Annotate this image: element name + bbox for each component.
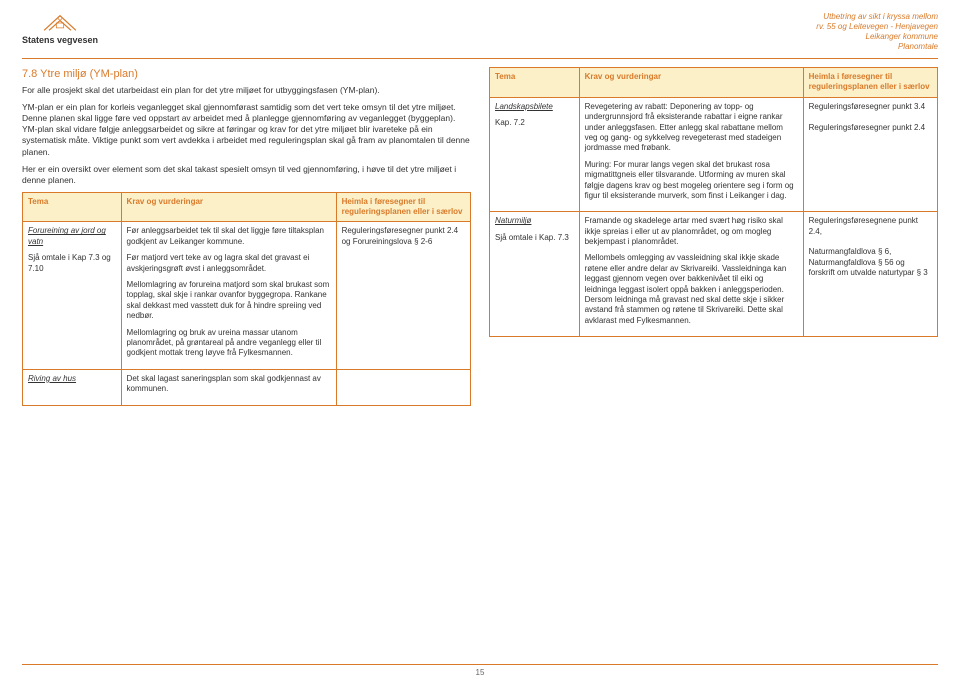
th-tema: Tema <box>23 192 122 222</box>
krav-p: Før matjord vert teke av og lagra skal d… <box>127 253 331 274</box>
document-meta: Utbetring av sikt i kryssa mellom rv. 55… <box>816 12 938 52</box>
cell-tema: Forureining av jord og vatn Sjå omtale i… <box>23 222 122 369</box>
intro-text: For alle prosjekt skal det utarbeidast e… <box>22 85 471 185</box>
footer-rule <box>22 664 938 665</box>
intro-p1: For alle prosjekt skal det utarbeidast e… <box>22 85 471 96</box>
krav-p: Det skal lagast saneringsplan som skal g… <box>127 374 331 395</box>
meta-line: Leikanger kommune <box>816 32 938 42</box>
cell-tema: Landskaps­bilete Kap. 7.2 <box>490 97 580 212</box>
cell-heimla: Reguleringsføresegnene punkt 2.4, Naturm… <box>803 212 937 337</box>
cell-tema: Naturmiljø Sjå omtale i Kap. 7.3 <box>490 212 580 337</box>
brand-name: Statens vegvesen <box>22 35 98 47</box>
right-table: Tema Krav og vurderingar Heimla i førese… <box>489 67 938 337</box>
krav-p: Framande og skadelege artar med svært hø… <box>585 216 798 247</box>
tema-sub: Sjå omtale i Kap 7.3 og 7.10 <box>28 253 116 274</box>
krav-p: Mellomlagring og bruk av ureina massar u… <box>127 328 331 359</box>
tema-label: Riving av hus <box>28 374 76 383</box>
content-columns: 7.8 Ytre miljø (YM-plan) For alle prosje… <box>22 67 938 406</box>
th-krav: Krav og vurderingar <box>121 192 336 222</box>
cell-krav: Det skal lagast saneringsplan som skal g… <box>121 369 336 405</box>
cell-krav: Før anleggsarbeidet tek til skal det lig… <box>121 222 336 369</box>
page-container: Statens vegvesen Utbetring av sikt i kry… <box>0 0 960 414</box>
tema-label: Landskaps­bilete <box>495 102 553 111</box>
tema-label: Forureining av jord og vatn <box>28 226 106 245</box>
meta-line: rv. 55 og Leitevegen - Henjavegen <box>816 22 938 32</box>
th-heimla: Heimla i føresegner til reguleringsplane… <box>336 192 470 222</box>
tema-sub: Kap. 7.2 <box>495 118 574 128</box>
krav-p: Revegetering av rabatt: Deponering av to… <box>585 102 798 154</box>
header-rule <box>22 58 938 59</box>
krav-p: Muring: For murar langs vegen skal det b… <box>585 160 798 202</box>
cell-heimla <box>336 369 470 405</box>
table-row: Landskaps­bilete Kap. 7.2 Revegetering a… <box>490 97 938 212</box>
table-row: Naturmiljø Sjå omtale i Kap. 7.3 Framand… <box>490 212 938 337</box>
left-column: 7.8 Ytre miljø (YM-plan) For alle prosje… <box>22 67 471 406</box>
krav-p: Før anleggsarbeidet tek til skal det lig… <box>127 226 331 247</box>
cell-heimla: Reguleringsføresegner punkt 2.4 og Forur… <box>336 222 470 369</box>
right-column: Tema Krav og vurderingar Heimla i førese… <box>489 67 938 406</box>
table-row: Forureining av jord og vatn Sjå omtale i… <box>23 222 471 369</box>
table-row: Riving av hus Det skal lagast saneringsp… <box>23 369 471 405</box>
cell-krav: Revegetering av rabatt: Deponering av to… <box>579 97 803 212</box>
statens-vegvesen-logo-icon <box>41 12 79 34</box>
left-table: Tema Krav og vurderingar Heimla i førese… <box>22 192 471 406</box>
krav-p: Mellomlagring av forureina matjord som s… <box>127 280 331 322</box>
th-heimla: Heimla i føresegner til reguleringsplane… <box>803 68 937 98</box>
meta-line: Planomtale <box>816 42 938 52</box>
table-header-row: Tema Krav og vurderingar Heimla i førese… <box>23 192 471 222</box>
tema-label: Naturmiljø <box>495 216 531 225</box>
intro-p3: Her er ein oversikt over element som det… <box>22 164 471 186</box>
logo-block: Statens vegvesen <box>22 12 98 47</box>
page-number: 15 <box>0 668 960 678</box>
table-header-row: Tema Krav og vurderingar Heimla i førese… <box>490 68 938 98</box>
th-krav: Krav og vurderingar <box>579 68 803 98</box>
krav-p: Mellombels omlegging av vassleidning ska… <box>585 253 798 326</box>
page-header: Statens vegvesen Utbetring av sikt i kry… <box>22 12 938 52</box>
meta-line: Utbetring av sikt i kryssa mellom <box>816 12 938 22</box>
cell-heimla: Reguleringsføresegner punkt 3.4 Reguleri… <box>803 97 937 212</box>
th-tema: Tema <box>490 68 580 98</box>
cell-krav: Framande og skadelege artar med svært hø… <box>579 212 803 337</box>
section-title: 7.8 Ytre miljø (YM-plan) <box>22 67 471 81</box>
cell-tema: Riving av hus <box>23 369 122 405</box>
intro-p2: YM-plan er ein plan for korleis veganleg… <box>22 102 471 157</box>
tema-sub: Sjå omtale i Kap. 7.3 <box>495 233 574 243</box>
